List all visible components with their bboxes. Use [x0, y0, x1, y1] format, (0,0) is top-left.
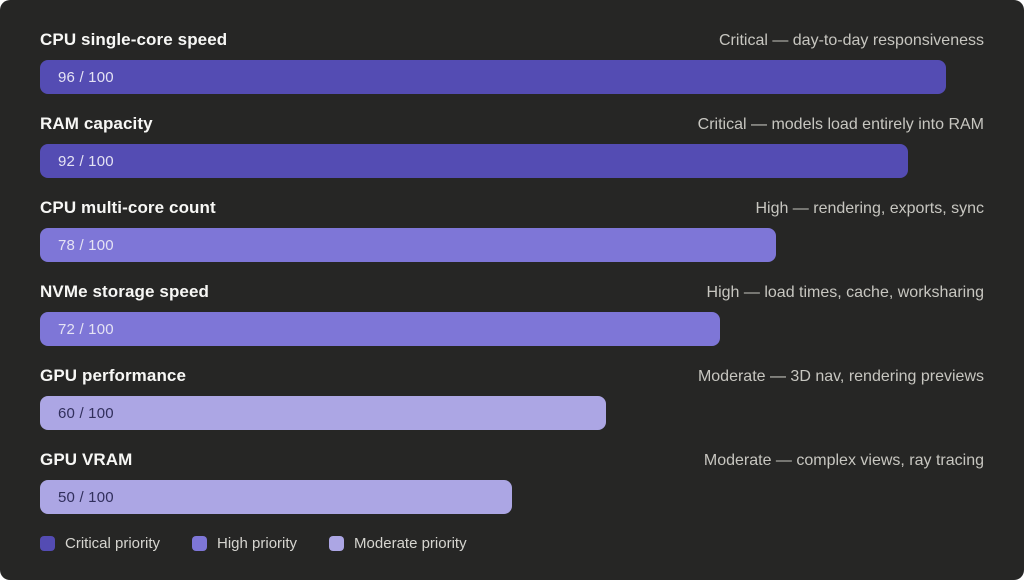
metric-label: GPU VRAM [40, 450, 133, 469]
score-value: 72 / 100 [58, 320, 114, 338]
score-bar: 72 / 100 [40, 312, 720, 346]
score-bar: 92 / 100 [40, 144, 909, 178]
score-value: 60 / 100 [58, 404, 114, 422]
legend-label: Moderate priority [354, 535, 467, 552]
score-value: 96 / 100 [58, 68, 114, 86]
priority-note: Critical — day-to-day responsiveness [719, 32, 984, 49]
chart-row: NVMe storage speed High — load times, ca… [40, 282, 984, 346]
chart-row: CPU multi-core count High — rendering, e… [40, 198, 984, 262]
score-bar: 96 / 100 [40, 60, 947, 94]
legend-item: Moderate priority [329, 535, 467, 552]
priority-note: High — rendering, exports, sync [755, 200, 984, 217]
legend-swatch-icon [192, 536, 208, 551]
chart-row: CPU single-core speed Critical — day-to-… [40, 30, 984, 94]
metric-label: NVMe storage speed [40, 282, 210, 301]
bar-track: 96 / 100 [40, 60, 984, 94]
row-header: GPU VRAM Moderate — complex views, ray t… [40, 450, 984, 472]
priority-note: Moderate — 3D nav, rendering previews [697, 368, 984, 385]
score-value: 78 / 100 [58, 236, 114, 254]
score-bar: 50 / 100 [40, 480, 512, 514]
metric-label: CPU multi-core count [40, 198, 216, 217]
metric-label: RAM capacity [40, 114, 153, 133]
score-bar: 60 / 100 [40, 396, 607, 430]
legend-swatch-icon [329, 536, 345, 551]
metric-label: CPU single-core speed [40, 30, 228, 49]
bar-track: 50 / 100 [40, 480, 984, 514]
score-value: 50 / 100 [58, 488, 114, 506]
priority-note: Moderate — complex views, ray tracing [703, 452, 984, 469]
legend-label: Critical priority [65, 535, 161, 552]
bar-track: 92 / 100 [40, 144, 984, 178]
bar-rows: CPU single-core speed Critical — day-to-… [40, 30, 984, 514]
priority-note: High — load times, cache, worksharing [706, 284, 984, 301]
metric-label: GPU performance [40, 366, 187, 385]
row-header: NVMe storage speed High — load times, ca… [40, 282, 984, 304]
row-header: CPU multi-core count High — rendering, e… [40, 198, 984, 220]
legend-item: Critical priority [40, 535, 160, 552]
chart-row: GPU VRAM Moderate — complex views, ray t… [40, 450, 984, 514]
priority-note: Critical — models load entirely into RAM [697, 116, 984, 133]
bar-track: 78 / 100 [40, 228, 984, 262]
chart-row: GPU performance Moderate — 3D nav, rende… [40, 366, 984, 430]
legend-swatch-icon [40, 536, 55, 551]
legend: Critical priority High priority Moderate… [40, 535, 984, 552]
score-value: 92 / 100 [58, 152, 114, 170]
bar-track: 60 / 100 [40, 396, 984, 430]
row-header: CPU single-core speed Critical — day-to-… [40, 30, 984, 52]
row-header: GPU performance Moderate — 3D nav, rende… [40, 366, 984, 388]
bar-track: 72 / 100 [40, 312, 984, 346]
chart-row: RAM capacity Critical — models load enti… [40, 114, 984, 178]
score-bar: 78 / 100 [40, 228, 777, 262]
legend-item: High priority [192, 535, 297, 552]
legend-label: High priority [217, 535, 298, 552]
row-header: RAM capacity Critical — models load enti… [40, 114, 984, 136]
